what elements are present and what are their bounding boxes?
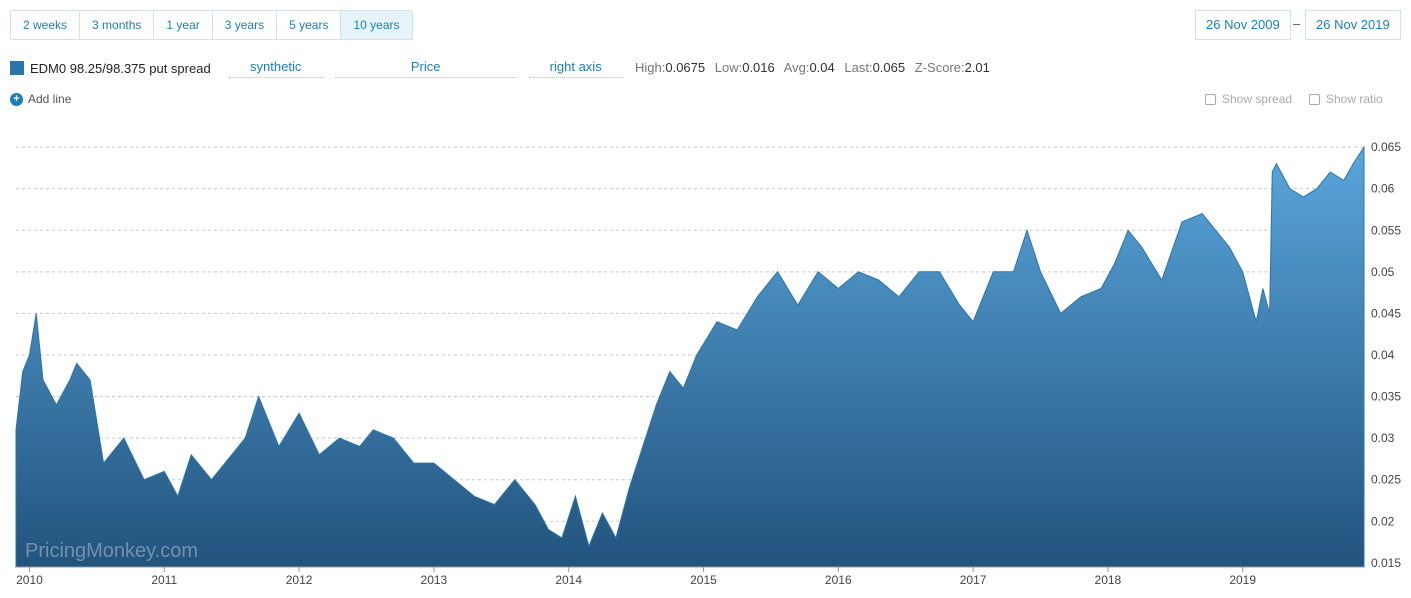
high-label: High:: [635, 60, 666, 75]
date-to-input[interactable]: 26 Nov 2019: [1305, 10, 1401, 40]
y-tick-label: 0.03: [1371, 431, 1395, 445]
series-color-swatch[interactable]: [10, 61, 24, 75]
x-tick-label: 2017: [960, 573, 987, 587]
y-tick-label: 0.05: [1371, 265, 1395, 279]
range-5-years-button[interactable]: 5 years: [277, 11, 342, 39]
range-3-years-button[interactable]: 3 years: [212, 11, 278, 39]
y-tick-label: 0.015: [1371, 556, 1401, 570]
y-tick-label: 0.025: [1371, 473, 1401, 487]
show-ratio-checkbox[interactable]: [1309, 93, 1320, 105]
high-value: 0.0675: [665, 60, 706, 75]
range-2-weeks-button[interactable]: 2 weeks: [11, 11, 81, 39]
y-tick-label: 0.065: [1371, 140, 1401, 154]
x-tick-label: 2011: [151, 573, 177, 587]
last-label: Last:: [844, 60, 873, 75]
x-tick-label: 2019: [1229, 573, 1256, 587]
x-tick-label: 2014: [555, 573, 582, 587]
range-3-months-button[interactable]: 3 months: [80, 11, 155, 39]
series-name[interactable]: EDM0 98.25/98.375 put spread: [30, 60, 211, 76]
series-axis-dropdown[interactable]: right axis: [528, 59, 623, 78]
add-line-label: Add line: [28, 92, 72, 106]
range-1-year-button[interactable]: 1 year: [154, 11, 213, 39]
x-tick-label: 2018: [1095, 573, 1122, 587]
show-spread-label: Show spread: [1222, 92, 1293, 106]
y-axis-ticks: 0.015 0.02 0.025 0.03 0.035 0.04 0.045 0.05 0.05…: [1371, 140, 1401, 570]
y-tick-label: 0.055: [1371, 223, 1401, 237]
series-stats: High:0.0675 Low:0.016 Avg:0.04 Last:0.06…: [635, 60, 996, 75]
low-label: Low:: [714, 60, 743, 75]
avg-value: 0.04: [809, 60, 835, 75]
series-legend: EDM0 98.25/98.375 put spread synthetic P…: [10, 58, 635, 78]
range-10-years-button[interactable]: 10 years: [341, 11, 412, 39]
x-tick-label: 2012: [286, 573, 313, 587]
plus-circle-icon: +: [10, 92, 23, 106]
x-tick-label: 2013: [421, 573, 448, 587]
range-selector: 2 weeks 3 months 1 year 3 years 5 years …: [10, 10, 413, 40]
add-line-button[interactable]: + Add line: [10, 92, 71, 106]
series-type-dropdown[interactable]: synthetic: [228, 59, 323, 78]
x-axis-ticks: 2010 2011 2012 2013 2014 2015 2016 2017 2018 2019: [16, 567, 1256, 587]
watermark: PricingMonkey.com: [25, 540, 198, 562]
x-tick-label: 2010: [16, 573, 43, 587]
series-area: [15, 145, 1365, 568]
y-tick-label: 0.035: [1371, 390, 1401, 404]
last-value: 0.065: [872, 60, 906, 75]
series-field-dropdown[interactable]: Price: [334, 59, 517, 78]
low-value: 0.016: [742, 60, 775, 75]
x-tick-label: 2015: [690, 573, 717, 587]
zscore-value: 2.01: [964, 60, 990, 75]
show-spread-toggle[interactable]: Show spread: [1205, 92, 1292, 106]
show-ratio-label: Show ratio: [1326, 92, 1383, 106]
zscore-label: Z-Score:: [914, 60, 965, 75]
y-tick-label: 0.02: [1371, 514, 1395, 528]
avg-label: Avg:: [783, 60, 810, 75]
x-tick-label: 2016: [825, 573, 852, 587]
y-tick-label: 0.045: [1371, 306, 1401, 320]
date-separator: –: [1293, 16, 1301, 31]
y-tick-label: 0.04: [1371, 348, 1395, 362]
show-spread-checkbox[interactable]: [1205, 93, 1216, 105]
show-ratio-toggle[interactable]: Show ratio: [1309, 92, 1383, 106]
date-from-input[interactable]: 26 Nov 2009: [1195, 10, 1291, 40]
y-tick-label: 0.06: [1371, 182, 1395, 196]
